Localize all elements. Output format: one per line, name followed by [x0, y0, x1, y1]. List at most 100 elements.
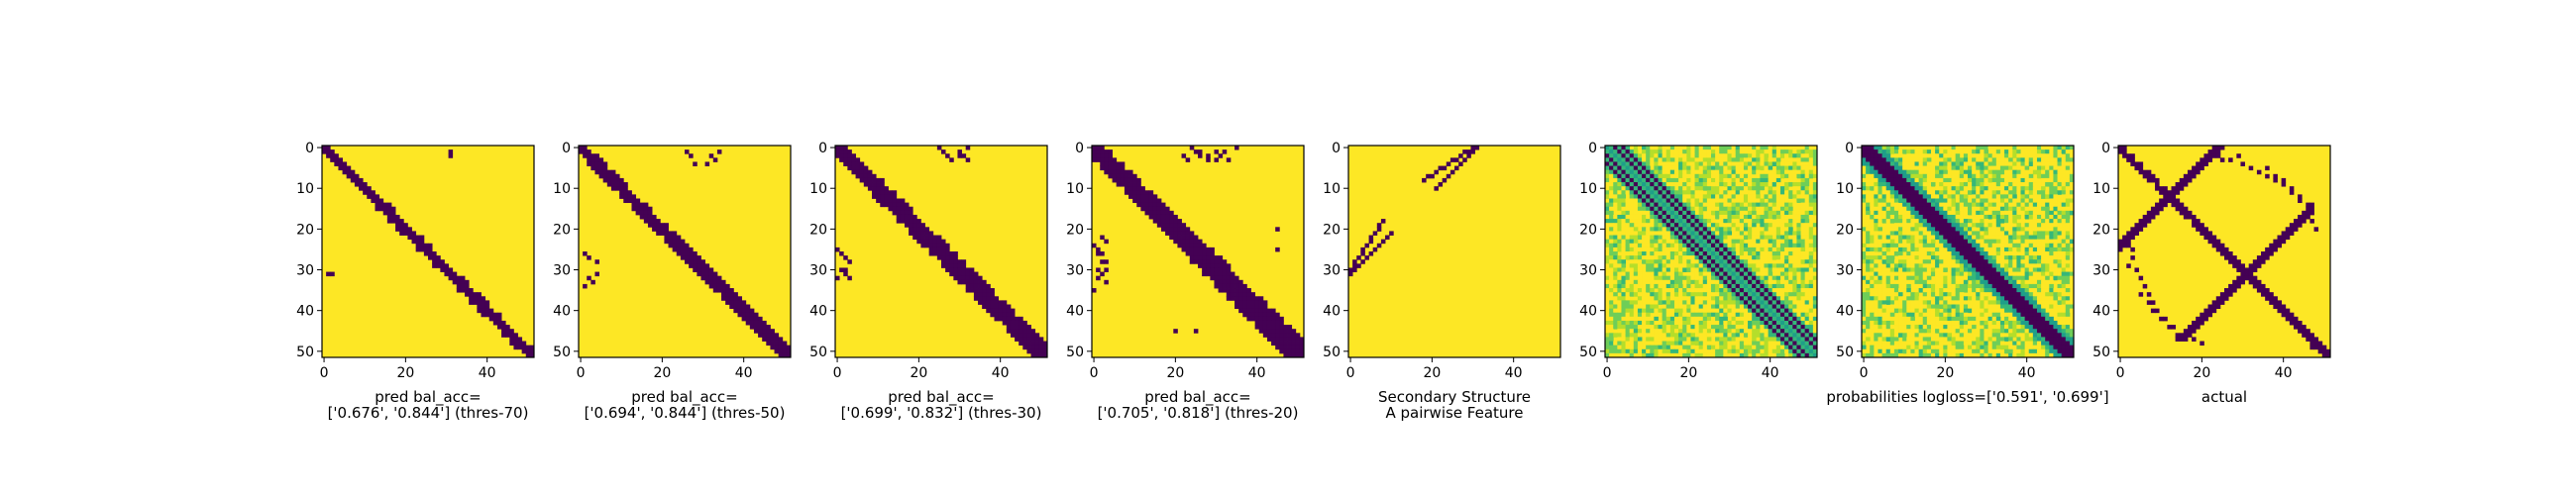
heatmap-cell	[1881, 173, 1887, 179]
heatmap-cell	[1735, 308, 1741, 314]
heatmap-cell	[1914, 173, 1920, 179]
heatmap-cell	[488, 308, 494, 314]
heatmap-cell	[359, 182, 364, 187]
heatmap-cell	[1735, 271, 1741, 277]
heatmap-cell	[1779, 292, 1785, 297]
heatmap-cell	[1972, 198, 1977, 204]
heatmap-cell	[1206, 255, 1211, 260]
heatmap-cell	[2008, 157, 2013, 162]
heatmap-cell	[1991, 206, 1997, 212]
heatmap-cell	[1812, 325, 1818, 330]
heatmap-cell	[2041, 182, 2046, 187]
heatmap-cell	[1609, 341, 1614, 346]
heatmap-cell	[1621, 194, 1626, 199]
heatmap-cell	[1935, 161, 1940, 166]
heatmap-cell	[1748, 161, 1753, 166]
heatmap-cell	[1779, 169, 1785, 175]
heatmap-cell	[1881, 149, 1887, 154]
heatmap-cell	[1662, 308, 1667, 314]
heatmap-cell	[1752, 206, 1757, 212]
heatmap-cell	[1898, 198, 1903, 204]
heatmap-cell	[623, 198, 628, 204]
heatmap-cell	[1743, 231, 1749, 236]
heatmap-cell	[2012, 198, 2017, 204]
heatmap-cell	[928, 231, 934, 236]
heatmap-cell	[1715, 239, 1720, 245]
heatmap-cell	[2057, 231, 2063, 236]
heatmap-cell	[1775, 247, 1781, 252]
heatmap-cell	[1779, 231, 1785, 236]
heatmap-cell	[1991, 173, 1997, 179]
heatmap-cell	[1006, 320, 1012, 326]
heatmap-cell	[1752, 198, 1757, 204]
heatmap-cell	[390, 206, 396, 212]
heatmap-cell	[1654, 169, 1659, 175]
heatmap-cell	[1731, 329, 1737, 334]
heatmap-cell	[1731, 153, 1737, 158]
heatmap-cell	[1096, 251, 1101, 256]
heatmap-cell	[2053, 223, 2058, 228]
heatmap-cell	[1665, 304, 1671, 310]
heatmap-cell	[1735, 219, 1741, 224]
heatmap-cell	[1662, 227, 1667, 232]
heatmap-cell	[1898, 165, 1903, 171]
heatmap-cell	[1922, 153, 1928, 158]
heatmap-cell	[1010, 320, 1016, 326]
heatmap-cell	[1902, 214, 1907, 220]
heatmap-cell	[1743, 169, 1749, 175]
heatmap-cell	[1633, 169, 1639, 175]
heatmap-cell	[1665, 198, 1671, 204]
heatmap-cell	[1605, 231, 1610, 236]
heatmap-cell	[1702, 271, 1708, 277]
heatmap-cell	[1706, 169, 1712, 175]
heatmap-cell	[1870, 169, 1875, 175]
heatmap-cell	[1976, 202, 1981, 208]
heatmap-cell	[2049, 219, 2054, 224]
heatmap-cell	[1939, 231, 1944, 236]
heatmap-cell	[1723, 275, 1728, 281]
heatmap-cell	[1617, 271, 1622, 277]
heatmap-cell	[1959, 198, 1965, 204]
heatmap-cell	[1609, 345, 1614, 350]
heatmap-cell	[1120, 173, 1126, 179]
heatmap-cell	[1804, 146, 1810, 150]
heatmap-cell	[334, 161, 339, 166]
heatmap-cell	[1779, 165, 1785, 171]
heatmap-cell	[1694, 263, 1700, 268]
heatmap-cell	[1279, 337, 1284, 342]
heatmap-cell	[652, 219, 657, 224]
heatmap-cell	[1731, 341, 1737, 346]
heatmap-cell	[1980, 165, 1985, 171]
heatmap-cell	[1669, 308, 1675, 314]
heatmap-cell	[1748, 227, 1753, 232]
heatmap-cell	[1609, 149, 1614, 154]
heatmap-cell	[643, 219, 649, 224]
heatmap-cell	[1906, 227, 1911, 232]
heatmap-cell	[1202, 251, 1207, 256]
heatmap-cell	[1698, 304, 1704, 310]
heatmap-cell	[1991, 231, 1997, 236]
heatmap-cell	[1910, 198, 1915, 204]
heatmap-cell	[1189, 146, 1195, 150]
heatmap-cell	[440, 259, 445, 264]
heatmap-cell	[1128, 182, 1133, 187]
heatmap-cell	[1605, 227, 1610, 232]
heatmap-cell	[1669, 223, 1675, 228]
heatmap-cell	[1682, 186, 1687, 191]
heatmap-cell	[1642, 177, 1647, 183]
heatmap-cell	[1768, 333, 1773, 338]
heatmap-cell	[1727, 161, 1732, 166]
heatmap-cell	[2049, 223, 2054, 228]
heatmap-cell	[1910, 219, 1915, 224]
heatmap-cell	[1796, 337, 1801, 342]
heatmap-cell	[1947, 190, 1952, 195]
heatmap-cell	[1760, 223, 1765, 228]
heatmap-cell	[346, 169, 352, 175]
heatmap-cell	[896, 219, 902, 224]
heatmap-cell	[1613, 255, 1618, 260]
heatmap-cell	[1768, 157, 1773, 162]
heatmap-cell	[1246, 304, 1251, 310]
heatmap-cell	[1800, 267, 1806, 272]
heatmap-cell	[1922, 146, 1928, 150]
heatmap-cell	[847, 259, 852, 264]
